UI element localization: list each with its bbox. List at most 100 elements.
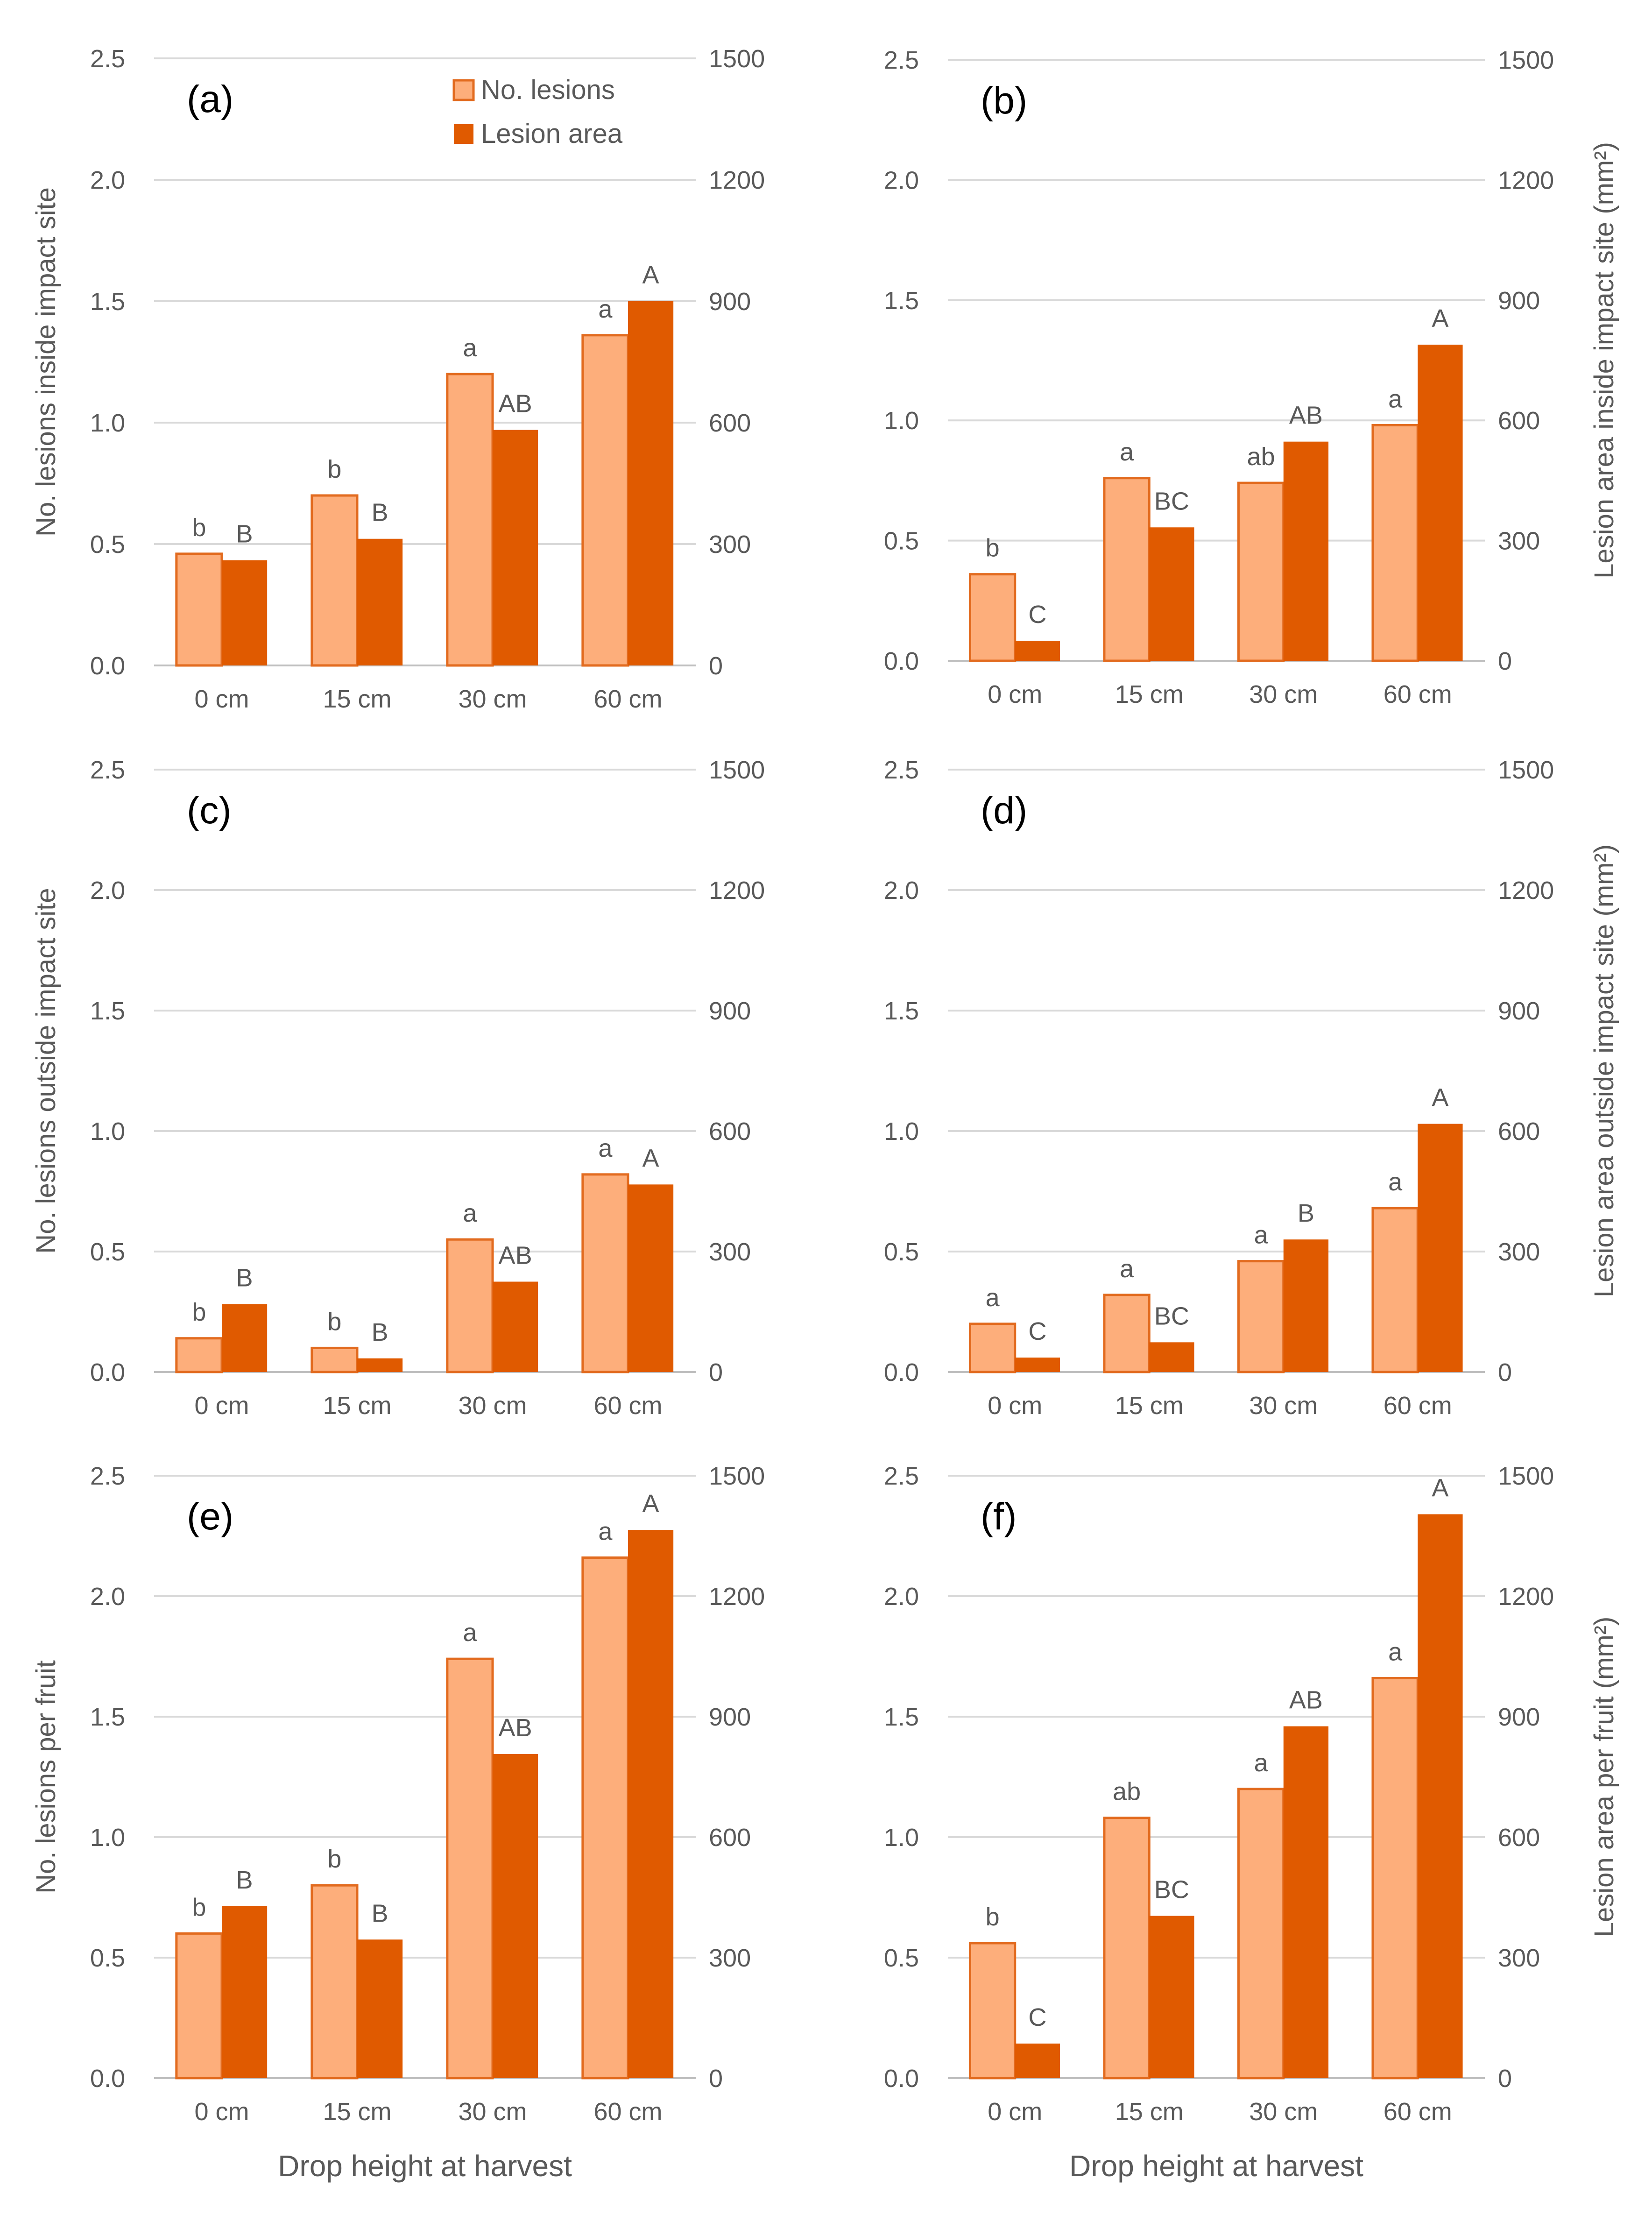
panel-b: 0.0 0.5 1.0 1.5 2.0 2.5 0 300 600 900 1200 1500 b C 0 … xyxy=(884,46,1619,708)
bar-lesion-area xyxy=(628,1530,674,2078)
y-tick-label: 2.5 xyxy=(90,1462,125,1490)
sig-label-upper: AB xyxy=(499,1242,532,1270)
bar-no-lesions xyxy=(1237,481,1285,662)
y2-tick-label: 600 xyxy=(1498,1118,1540,1146)
y2-tick-label: 900 xyxy=(709,997,751,1025)
y-tick-label: 0.5 xyxy=(884,527,919,555)
y2-tick-label: 900 xyxy=(1498,1703,1540,1731)
bar-no-lesions xyxy=(1237,1788,1285,2080)
x-tick-label: 15 cm xyxy=(1115,2098,1184,2126)
y-tick-label: 2.0 xyxy=(90,877,125,905)
sig-label-lower: a xyxy=(463,334,477,362)
legend-label-no-lesions: No. lesions xyxy=(481,75,615,105)
bar-lesion-area xyxy=(357,1358,403,1372)
bar-no-lesions xyxy=(1237,1260,1285,1373)
panel-f: 0.0 0.5 1.0 1.5 2.0 2.5 0 300 600 900 1200 1500 b C 0 … xyxy=(884,1462,1619,2183)
x-axis-title: Drop height at harvest xyxy=(1069,2149,1363,2183)
y2-tick-label: 1500 xyxy=(1498,1462,1554,1490)
y2-tick-label: 600 xyxy=(1498,407,1540,435)
y-tick-label: 0.5 xyxy=(884,1238,919,1266)
y2-tick-label: 300 xyxy=(709,1238,751,1266)
panel-label: (e) xyxy=(187,1495,233,1538)
bar-lesion-area xyxy=(222,1906,268,2078)
sig-label-upper: A xyxy=(642,1144,659,1172)
sig-label-lower: b xyxy=(327,1308,341,1336)
sig-label-upper: A xyxy=(642,261,659,289)
y-tick-label: 2.0 xyxy=(90,1583,125,1611)
bar-no-lesions xyxy=(581,334,629,667)
bar-lesion-area xyxy=(628,1184,674,1372)
bar-no-lesions xyxy=(1371,1676,1419,2080)
bar-no-lesions xyxy=(968,1942,1017,2080)
sig-label-upper: A xyxy=(1432,1474,1448,1502)
bar-lesion-area xyxy=(222,1304,268,1372)
y-tick-label: 1.0 xyxy=(884,1824,919,1852)
sig-label-lower: a xyxy=(1254,1221,1269,1249)
y-axis-title: No. lesions inside impact site xyxy=(31,187,61,537)
sig-label-lower: ab xyxy=(1247,443,1275,471)
bar-lesion-area xyxy=(357,1939,403,2078)
y2-tick-label: 0 xyxy=(709,652,723,680)
y-tick-label: 1.5 xyxy=(90,1703,125,1731)
x-tick-label: 60 cm xyxy=(593,1392,662,1420)
x-tick-label: 30 cm xyxy=(1249,1392,1318,1420)
bar-no-lesions xyxy=(1371,424,1419,662)
y-tick-label: 0.0 xyxy=(884,647,919,675)
y-tick-label: 0.0 xyxy=(90,1358,125,1386)
bar-no-lesions xyxy=(446,1238,494,1373)
x-tick-label: 60 cm xyxy=(1384,2098,1452,2126)
x-tick-label: 60 cm xyxy=(1384,1392,1452,1420)
x-axis-title: Drop height at harvest xyxy=(278,2149,572,2183)
x-tick-label: 0 cm xyxy=(194,1392,249,1420)
y-tick-label: 1.5 xyxy=(884,1703,919,1731)
bar-lesion-area xyxy=(1149,1916,1194,2078)
x-tick-label: 0 cm xyxy=(988,680,1042,708)
x-tick-label: 30 cm xyxy=(1249,2098,1318,2126)
sig-label-lower: b xyxy=(986,1903,1000,1931)
bar-lesion-area xyxy=(1418,1124,1463,1372)
x-tick-label: 30 cm xyxy=(458,1392,527,1420)
y-tick-label: 0.0 xyxy=(884,1358,919,1386)
x-tick-label: 0 cm xyxy=(988,2098,1042,2126)
x-tick-label: 0 cm xyxy=(988,1392,1042,1420)
y2-tick-label: 1500 xyxy=(1498,46,1554,74)
panel-c: 0.0 0.5 1.0 1.5 2.0 2.5 0 300 600 900 1200 1500 b B 0 … xyxy=(31,756,765,1420)
sig-label-upper: A xyxy=(1432,304,1448,332)
bar-lesion-area xyxy=(493,430,538,665)
x-tick-label: 60 cm xyxy=(593,2098,662,2126)
y2-tick-label: 300 xyxy=(709,1944,751,1972)
y-tick-label: 2.0 xyxy=(90,166,125,194)
y2-tick-label: 1500 xyxy=(709,1462,765,1490)
y-tick-label: 2.5 xyxy=(90,756,125,784)
sig-label-lower: b xyxy=(192,1893,206,1921)
sig-label-upper: C xyxy=(1028,2003,1046,2031)
y-tick-label: 1.5 xyxy=(90,288,125,316)
y2-tick-label: 900 xyxy=(1498,997,1540,1025)
sig-label-upper: B xyxy=(236,520,253,548)
bar-lesion-area xyxy=(1149,1342,1194,1372)
y2-tick-label: 600 xyxy=(709,1118,751,1146)
y2-tick-label: 0 xyxy=(709,2065,723,2093)
x-tick-label: 15 cm xyxy=(323,685,391,713)
sig-label-upper: A xyxy=(1432,1084,1448,1112)
x-tick-label: 60 cm xyxy=(593,685,662,713)
y-tick-label: 2.0 xyxy=(884,877,919,905)
bar-no-lesions xyxy=(175,1337,223,1373)
y2-tick-label: 1200 xyxy=(1498,877,1554,905)
y-tick-label: 0.5 xyxy=(90,1238,125,1266)
sig-label-upper: AB xyxy=(1289,1686,1323,1714)
y2-tick-label: 300 xyxy=(1498,527,1540,555)
y-tick-label: 1.5 xyxy=(884,287,919,315)
sig-label-lower: a xyxy=(1120,1255,1134,1283)
sig-label-lower: a xyxy=(1388,1638,1403,1666)
bar-no-lesions xyxy=(175,552,223,667)
bar-no-lesions xyxy=(311,494,359,667)
y2-tick-label: 600 xyxy=(709,409,751,437)
bar-lesion-area xyxy=(1283,1726,1329,2078)
x-tick-label: 15 cm xyxy=(323,1392,391,1420)
y-tick-label: 1.5 xyxy=(90,997,125,1025)
bar-lesion-area xyxy=(1015,1358,1060,1372)
sig-label-lower: a xyxy=(598,1134,613,1162)
y-tick-label: 1.0 xyxy=(884,407,919,435)
y-tick-label: 1.5 xyxy=(884,997,919,1025)
